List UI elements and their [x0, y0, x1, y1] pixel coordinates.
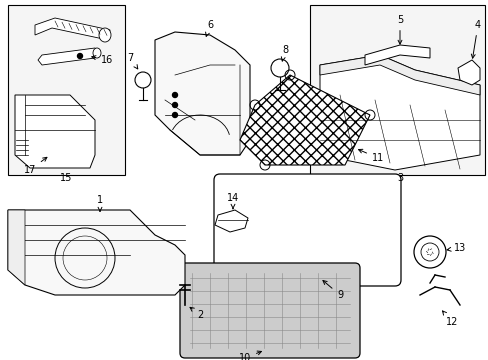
- Polygon shape: [35, 18, 110, 40]
- Circle shape: [172, 112, 177, 117]
- Polygon shape: [38, 48, 100, 65]
- Text: 9: 9: [322, 280, 343, 300]
- Polygon shape: [8, 210, 25, 285]
- Text: 12: 12: [442, 311, 457, 327]
- FancyBboxPatch shape: [180, 263, 359, 358]
- Text: 7: 7: [126, 53, 138, 69]
- Text: 5: 5: [396, 15, 402, 44]
- Polygon shape: [319, 55, 479, 95]
- Ellipse shape: [93, 48, 101, 58]
- FancyBboxPatch shape: [214, 174, 400, 286]
- Text: 1: 1: [97, 195, 103, 211]
- Text: 15: 15: [60, 173, 72, 183]
- Text: 17: 17: [24, 157, 47, 175]
- Circle shape: [172, 103, 177, 108]
- Bar: [8, 5, 125, 175]
- Bar: [309, 5, 484, 175]
- Text: 10: 10: [238, 351, 261, 360]
- Polygon shape: [155, 32, 249, 155]
- Text: 4: 4: [470, 20, 480, 58]
- Text: 11: 11: [358, 149, 384, 163]
- Polygon shape: [8, 210, 184, 295]
- Polygon shape: [240, 75, 369, 165]
- Text: 16: 16: [92, 55, 113, 65]
- Polygon shape: [215, 210, 247, 232]
- Text: 6: 6: [205, 20, 213, 36]
- Text: 2: 2: [190, 307, 203, 320]
- Circle shape: [77, 54, 82, 58]
- Text: 13: 13: [446, 243, 465, 253]
- Polygon shape: [319, 55, 479, 170]
- Text: 14: 14: [226, 193, 239, 209]
- Text: 8: 8: [281, 45, 287, 61]
- Polygon shape: [15, 95, 95, 168]
- Text: 3: 3: [396, 173, 402, 183]
- Polygon shape: [364, 45, 429, 65]
- Polygon shape: [457, 60, 479, 85]
- Circle shape: [172, 93, 177, 98]
- Ellipse shape: [99, 28, 111, 42]
